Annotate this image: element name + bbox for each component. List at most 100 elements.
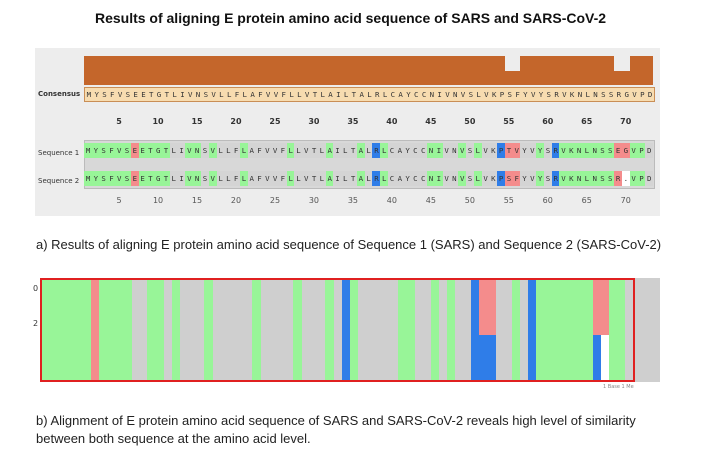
consensus-residue: S bbox=[507, 90, 512, 99]
sequence-1-residue: N bbox=[193, 143, 202, 158]
sequence-1-residue: S bbox=[543, 143, 552, 158]
sequence-1-residue: A bbox=[325, 143, 334, 158]
consensus-bar bbox=[450, 56, 459, 85]
sequence-1-residue: C bbox=[411, 143, 420, 158]
sequence-2-residue: L bbox=[473, 171, 482, 186]
sequence-1-residue: V bbox=[208, 143, 217, 158]
consensus-residue: F bbox=[234, 90, 240, 99]
sequence-2-residue: S bbox=[122, 171, 132, 186]
tick-label-bottom: 10 bbox=[152, 196, 164, 205]
consensus-residue: V bbox=[632, 90, 637, 99]
consensus-residue: L bbox=[382, 90, 388, 99]
sequence-1-residue: L bbox=[286, 143, 295, 158]
sequence-2-residue: V bbox=[208, 171, 217, 186]
consensus-bar bbox=[465, 56, 475, 85]
consensus-bar bbox=[411, 56, 420, 85]
sequence-1-residue: L bbox=[341, 143, 350, 158]
overview-bar bbox=[479, 280, 488, 335]
consensus-bar bbox=[169, 56, 178, 85]
sequence-1-residue: N bbox=[590, 143, 599, 158]
sequence-1-residue: V bbox=[458, 143, 467, 158]
sequence-2-residue: L bbox=[216, 171, 225, 186]
overview-bar bbox=[560, 280, 569, 380]
consensus-residue: R bbox=[554, 90, 559, 99]
caption-b: b) Alignment of E protein amino acid seq… bbox=[36, 413, 636, 446]
sequence-2-residue: L bbox=[317, 171, 326, 186]
sequence-1-residue: L bbox=[380, 143, 389, 158]
sequence-1-residue: T bbox=[161, 143, 171, 158]
sequence-2-residue: Y bbox=[403, 171, 412, 186]
sequence-1-residue: V bbox=[263, 143, 272, 158]
consensus-residue: R bbox=[375, 90, 380, 99]
consensus-bar bbox=[317, 56, 327, 85]
overview-bar bbox=[608, 280, 618, 380]
sequence-1-residue: V bbox=[528, 143, 537, 158]
consensus-residue: E bbox=[133, 90, 138, 99]
sequence-1-residue: F bbox=[278, 143, 287, 158]
sequence-1-residue: R bbox=[372, 143, 381, 158]
sequence-2-residue: T bbox=[349, 171, 358, 186]
consensus-bar bbox=[621, 71, 630, 85]
sequence-2-residue: C bbox=[419, 171, 428, 186]
tick-label-bottom: 60 bbox=[542, 196, 553, 205]
consensus-residue: L bbox=[585, 90, 590, 99]
consensus-residue: N bbox=[593, 90, 598, 99]
consensus-residue: V bbox=[211, 90, 216, 99]
tick-label-top: 55 bbox=[503, 117, 515, 126]
sequence-1-residue: F bbox=[107, 143, 116, 158]
sequence-2-residue: L bbox=[224, 171, 233, 186]
sequence-2-residue: V bbox=[263, 171, 272, 186]
sequence-2-residue: M bbox=[84, 171, 93, 186]
overview-bar bbox=[487, 280, 496, 335]
overview-bar bbox=[349, 280, 359, 380]
consensus-residue: L bbox=[297, 90, 302, 99]
consensus-residue: L bbox=[289, 90, 294, 99]
consensus-bar bbox=[310, 56, 319, 85]
sequence-2-residue: K bbox=[489, 171, 498, 186]
consensus-bar bbox=[520, 56, 529, 85]
consensus-residue: S bbox=[601, 90, 606, 99]
sequence-2-residue: V bbox=[629, 171, 638, 186]
consensus-residue: S bbox=[125, 90, 131, 99]
sequence-2-residue: Y bbox=[91, 171, 100, 186]
sequence-1-residue: L bbox=[239, 143, 248, 158]
consensus-residue: V bbox=[117, 90, 123, 99]
sequence-2-residue: V bbox=[185, 171, 194, 186]
overview-label-0: 0 bbox=[33, 284, 39, 293]
sequence-1-residue: A bbox=[395, 143, 404, 158]
overview-bar bbox=[576, 280, 585, 380]
consensus-residue: A bbox=[398, 90, 403, 99]
scale-text: 1 Base 1 Me bbox=[603, 384, 634, 390]
sequence-1-residue: Y bbox=[91, 143, 100, 158]
consensus-bar bbox=[224, 56, 233, 85]
overview-alignment-box bbox=[40, 278, 635, 382]
consensus-bar bbox=[286, 56, 295, 85]
consensus-residue: S bbox=[546, 90, 551, 99]
sequence-1-residue: V bbox=[442, 143, 451, 158]
sequence-1-residue: L bbox=[317, 143, 326, 158]
tick-label-top: 15 bbox=[191, 117, 203, 126]
consensus-residue: S bbox=[102, 90, 107, 99]
consensus-residue: F bbox=[258, 90, 263, 99]
consensus-residue: F bbox=[515, 90, 520, 99]
sequence-1-residue: C bbox=[419, 143, 428, 158]
sequence-1-residue: L bbox=[364, 143, 373, 158]
sequence-1-residue: L bbox=[294, 143, 303, 158]
overview-bar bbox=[568, 280, 577, 380]
tick-label-bottom: 70 bbox=[620, 196, 631, 205]
tick-label-top: 40 bbox=[386, 117, 398, 126]
tick-label-bottom: 40 bbox=[386, 196, 397, 205]
caption-a: a) Results of aligning E protein amino a… bbox=[36, 237, 662, 252]
consensus-bar bbox=[294, 56, 303, 85]
sequence-2-residue: V bbox=[559, 171, 568, 186]
consensus-residue: P bbox=[499, 90, 505, 99]
overview-bar bbox=[592, 280, 602, 335]
overview-bar bbox=[171, 280, 181, 380]
sequence-1-residue: K bbox=[567, 143, 576, 158]
consensus-residue: C bbox=[421, 90, 427, 99]
overview-bar-lower bbox=[592, 335, 602, 380]
tick-label-top: 35 bbox=[347, 117, 359, 126]
consensus-bar bbox=[302, 56, 311, 85]
tick-label-bottom: 50 bbox=[464, 196, 475, 205]
sequence-2-residue: R bbox=[372, 171, 381, 186]
